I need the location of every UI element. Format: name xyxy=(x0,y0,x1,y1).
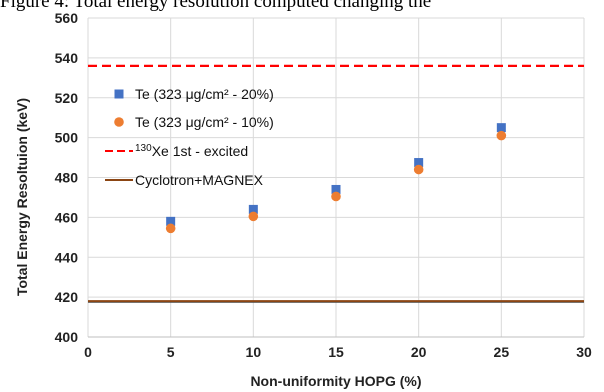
y-tick-label: 440 xyxy=(55,249,79,265)
y-tick-label: 500 xyxy=(55,130,79,146)
y-tick-label: 400 xyxy=(55,329,79,345)
te-20-point xyxy=(414,158,424,168)
legend-label: 130Xe 1st - excited xyxy=(135,143,248,160)
x-tick-label: 30 xyxy=(576,344,592,360)
gridlines xyxy=(87,17,585,338)
legend-label: Te (323 μg/cm² - 20%) xyxy=(135,86,274,102)
te-10-point xyxy=(331,191,341,202)
y-tick-label: 460 xyxy=(55,209,79,225)
data-marks xyxy=(165,123,507,234)
te-10-point xyxy=(496,130,507,141)
legend-label-superscript: 130 xyxy=(135,143,152,154)
y-tick-label: 560 xyxy=(55,10,79,26)
figure-caption: Figure 4: Total energy resolution comput… xyxy=(0,0,432,12)
x-tick-label: 25 xyxy=(494,344,510,360)
te-10-point xyxy=(248,211,259,222)
y-tick-label: 420 xyxy=(55,289,79,305)
te-20-point xyxy=(496,123,506,133)
tick-labels: 400 420 440 460 480 500 520 540 560 0 5 10 15 20 25 30 xyxy=(55,10,592,360)
x-axis-label: Non-uniformity HOPG (%) xyxy=(250,373,421,389)
y-tick-label: 540 xyxy=(55,50,79,66)
legend-label: Te (323 μg/cm² - 10%) xyxy=(135,114,274,130)
legend-square-marker xyxy=(114,89,124,99)
te-20-point xyxy=(331,184,341,194)
y-axis-label: Total Energy Resoltuion (keV) xyxy=(14,98,30,296)
te-10-point xyxy=(413,164,424,175)
x-tick-label: 10 xyxy=(246,344,262,360)
legend-circle-marker xyxy=(114,117,124,127)
x-tick-label: 15 xyxy=(328,344,344,360)
x-tick-label: 20 xyxy=(411,344,427,360)
x-tick-label: 0 xyxy=(84,344,92,360)
y-tick-label: 480 xyxy=(55,170,79,186)
x-tick-label: 5 xyxy=(167,344,175,360)
legend: Te (323 μg/cm² - 20%) Te (323 μg/cm² - 10… xyxy=(105,86,274,188)
te-20-point xyxy=(166,216,176,226)
legend-label: Cyclotron+MAGNEX xyxy=(135,172,264,188)
legend-label-rest: Xe 1st - excited xyxy=(152,143,249,159)
reference-lines xyxy=(88,64,584,304)
y-tick-label: 520 xyxy=(55,90,79,106)
te-20-point xyxy=(248,204,258,214)
te-10-point xyxy=(165,223,176,234)
